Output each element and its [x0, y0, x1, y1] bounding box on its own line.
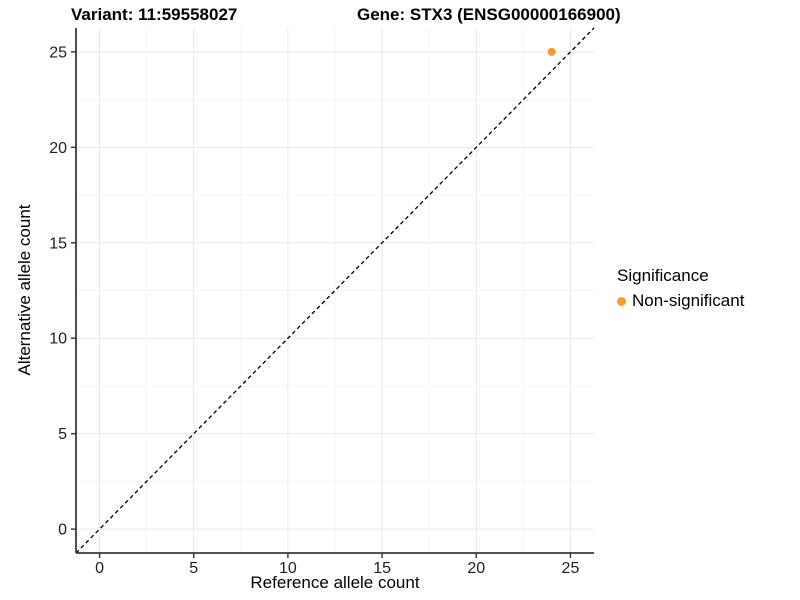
- y-tick-label: 20: [49, 140, 67, 157]
- legend-item-non-significant: Non-significant: [617, 291, 744, 311]
- data-point: [547, 47, 556, 56]
- y-tick-label: 15: [49, 235, 67, 252]
- gene-title: Gene: STX3 (ENSG00000166900): [357, 5, 621, 24]
- identity-line: [75, 27, 595, 554]
- y-tick-label: 0: [58, 522, 67, 539]
- x-axis-label: Reference allele count: [250, 573, 420, 592]
- legend-title: Significance: [617, 266, 709, 285]
- y-axis-label: Alternative allele count: [15, 204, 34, 376]
- x-tick-label: 10: [279, 560, 297, 577]
- legend-item-label: Non-significant: [632, 291, 745, 310]
- variant-title: Variant: 11:59558027: [71, 5, 238, 24]
- y-tick-label: 5: [58, 426, 67, 443]
- legend-point-icon: [617, 296, 626, 306]
- x-tick-label: 20: [467, 560, 485, 577]
- x-tick-label: 5: [189, 560, 198, 577]
- x-tick-label: 25: [562, 560, 580, 577]
- y-tick-label: 25: [49, 44, 67, 61]
- x-tick-label: 0: [95, 560, 104, 577]
- legend: Significance Non-significant: [617, 266, 744, 311]
- x-tick-label: 15: [373, 560, 391, 577]
- y-tick-label: 10: [49, 331, 67, 348]
